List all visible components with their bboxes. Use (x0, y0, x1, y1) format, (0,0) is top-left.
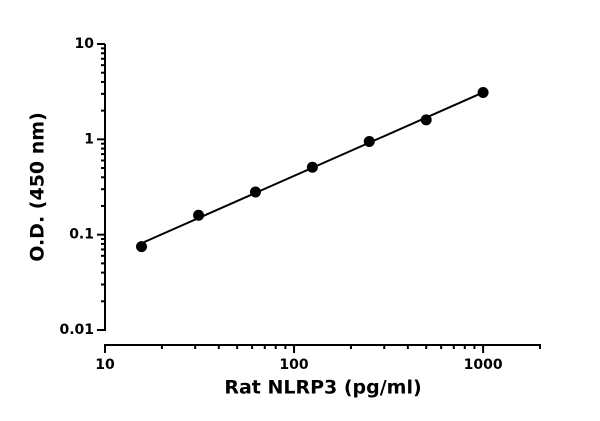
y-tick-label: 0.1 (69, 227, 94, 243)
data-point (249, 186, 261, 198)
data-point (136, 241, 148, 253)
data-point (306, 161, 318, 173)
data-point (363, 135, 375, 147)
x-axis-title: Rat NLRP3 (pg/ml) (224, 377, 421, 399)
data-point (477, 86, 489, 98)
x-tick-label: 1000 (464, 357, 503, 373)
y-axis-title: O.D. (450 nm) (27, 112, 49, 262)
y-tick-label: 0.01 (59, 322, 94, 338)
y-tick-label: 1 (84, 131, 94, 147)
x-tick-label: 10 (95, 357, 115, 373)
data-point (420, 114, 432, 126)
y-tick-label: 10 (75, 36, 95, 52)
data-point (193, 209, 205, 221)
x-tick-label: 100 (279, 357, 308, 373)
